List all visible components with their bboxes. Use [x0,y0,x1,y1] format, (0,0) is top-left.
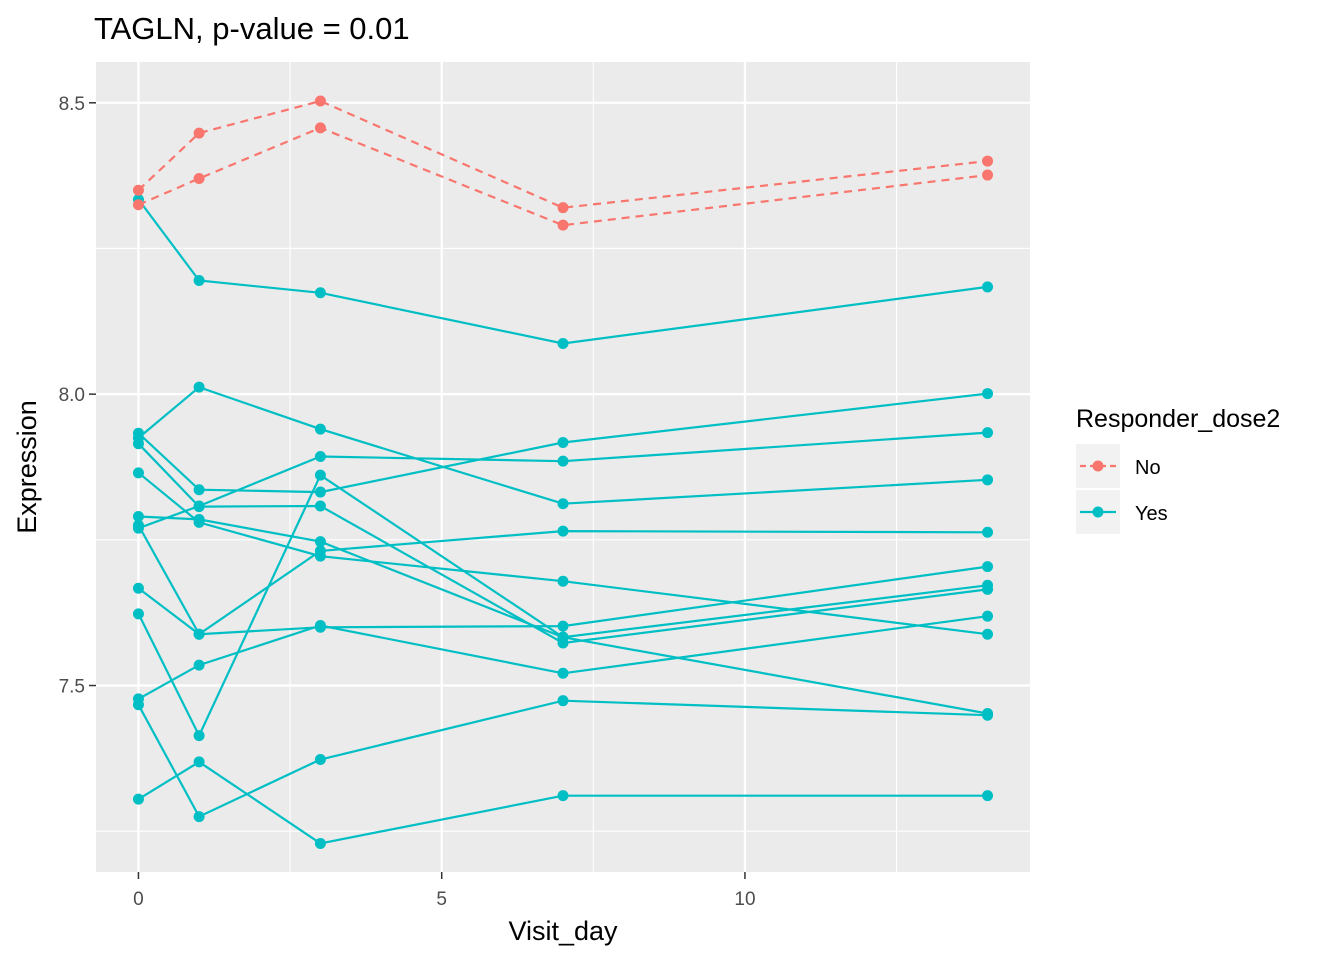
x-tick-label: 5 [436,889,447,910]
x-axis-title: Visit_day [508,916,618,946]
data-point-yes [132,522,144,534]
data-point-yes [193,756,205,768]
data-point-yes [982,281,994,293]
data-point-yes [193,484,205,496]
chart-title: TAGLN, p-value = 0.01 [94,11,410,46]
data-point-yes [557,575,569,587]
series-points [132,95,994,849]
data-point-no [132,199,144,211]
axis-ticks: 0 5 10 7.5 8.0 8.5 [59,94,756,910]
data-point-yes [193,628,205,640]
data-point-yes [132,427,144,439]
data-point-yes [314,486,326,498]
data-point-no [132,184,144,196]
data-point-yes [314,837,326,849]
minor-gridlines [96,62,1030,872]
data-point-yes [314,536,326,548]
data-point-yes [314,469,326,481]
data-point-yes [982,628,994,640]
data-point-yes [314,620,326,632]
data-point-yes [557,455,569,467]
y-axis-title: Expression [12,400,42,534]
data-point-no [982,169,994,181]
legend-label-no: No [1135,457,1161,479]
data-point-yes [982,427,994,439]
data-point-yes [193,500,205,512]
legend: Responder_dose2 No Yes [1076,405,1280,534]
data-point-no [314,122,326,134]
data-point-yes [193,513,205,525]
data-point-yes [982,610,994,622]
data-point-yes [132,608,144,620]
data-point-no [557,202,569,214]
data-point-yes [557,525,569,537]
data-point-yes [314,287,326,299]
data-point-yes [982,709,994,721]
data-point-yes [193,659,205,671]
x-tick-label: 10 [734,889,755,910]
legend-key-point [1092,506,1104,518]
x-tick-label: 0 [133,889,144,910]
data-point-yes [193,730,205,742]
data-point-yes [193,275,205,287]
data-point-yes [557,695,569,707]
legend-label-yes: Yes [1135,503,1168,525]
legend-key-point [1092,460,1104,472]
data-point-no [193,173,205,185]
y-tick-label: 8.5 [59,94,85,115]
data-point-no [314,95,326,107]
data-point-yes [982,561,994,573]
data-point-yes [314,500,326,512]
data-point-yes [982,526,994,538]
y-tick-label: 8.0 [59,385,85,406]
data-point-yes [557,667,569,679]
data-point-yes [314,451,326,463]
data-point-yes [557,498,569,510]
data-point-no [982,155,994,167]
data-point-yes [557,337,569,349]
data-point-yes [982,579,994,591]
data-point-yes [982,388,994,400]
data-point-yes [132,699,144,711]
data-point-yes [557,437,569,449]
plot-panel [96,62,1030,872]
data-point-no [557,219,569,231]
data-point-yes [132,582,144,594]
data-point-yes [557,790,569,802]
y-tick-label: 7.5 [59,677,85,698]
data-point-yes [132,467,144,479]
data-point-yes [132,793,144,805]
data-point-yes [557,631,569,643]
data-point-yes [982,790,994,802]
data-point-yes [314,545,326,557]
data-point-yes [193,811,205,823]
data-point-yes [557,620,569,632]
legend-title: Responder_dose2 [1076,405,1280,433]
data-point-yes [982,474,994,486]
data-point-yes [193,381,205,393]
data-point-yes [314,754,326,766]
data-point-yes [314,423,326,435]
data-point-yes [132,438,144,450]
data-point-yes [132,511,144,523]
series-line-no [137,99,988,209]
data-point-no [193,127,205,139]
